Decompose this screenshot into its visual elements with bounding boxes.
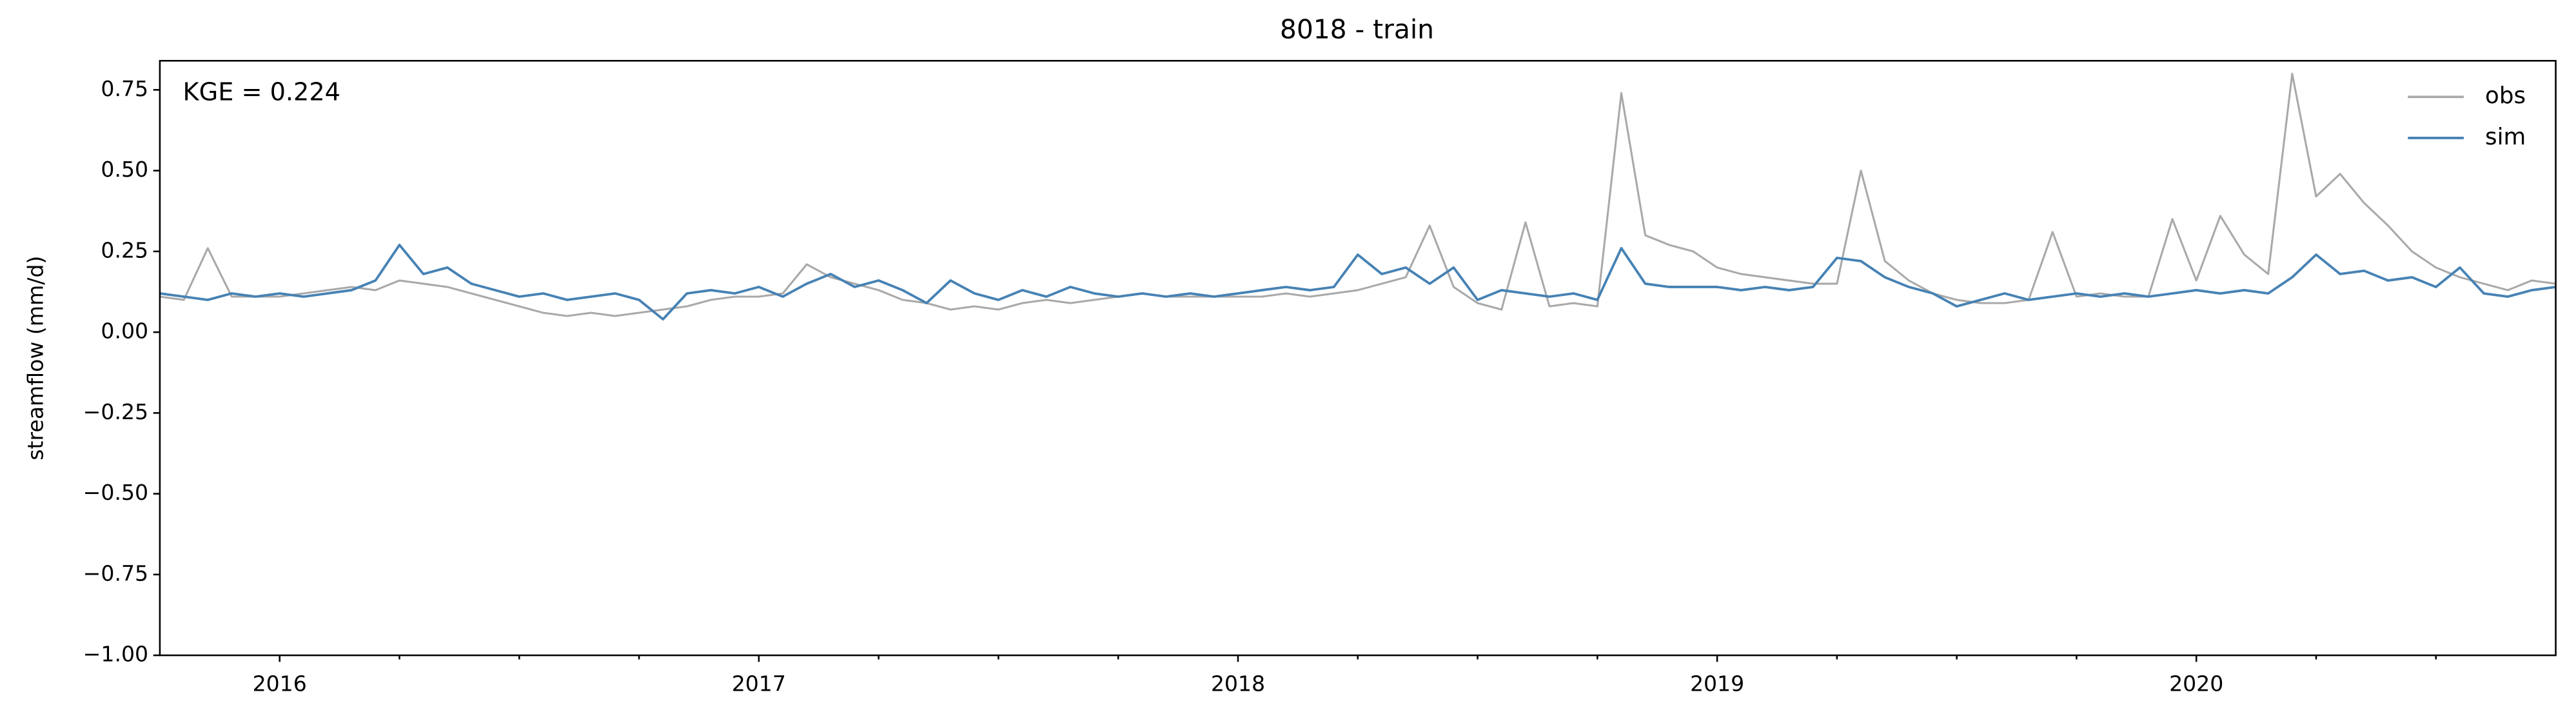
annotation: KGE = 0.224 (183, 79, 340, 107)
x-tick-label: 2020 (2169, 671, 2223, 696)
legend-label: obs (2485, 83, 2526, 109)
series-line (159, 72, 2556, 317)
y-tick-label: −1.00 (83, 642, 148, 667)
plot-frame (159, 59, 2557, 657)
y-tick-label: −0.25 (83, 399, 148, 424)
y-tick-label: −0.50 (83, 480, 148, 505)
x-tick-label: 2018 (1211, 671, 1265, 696)
x-tick-label: 2017 (732, 671, 786, 696)
y-tick-label: 0.75 (101, 76, 148, 101)
chart-title: 8018 - train (1280, 14, 1434, 44)
x-tick-label: 2016 (253, 671, 307, 696)
series-line (159, 243, 2556, 321)
y-tick-label: 0.50 (101, 157, 148, 182)
legend-label: sim (2485, 124, 2526, 150)
y-tick-label: 0.00 (101, 319, 148, 344)
x-tick-label: 2019 (1690, 671, 1744, 696)
y-tick-label: 0.25 (101, 237, 148, 262)
y-tick-label: −0.75 (83, 560, 148, 586)
y-axis-label: streamflow (mm/d) (23, 256, 48, 460)
